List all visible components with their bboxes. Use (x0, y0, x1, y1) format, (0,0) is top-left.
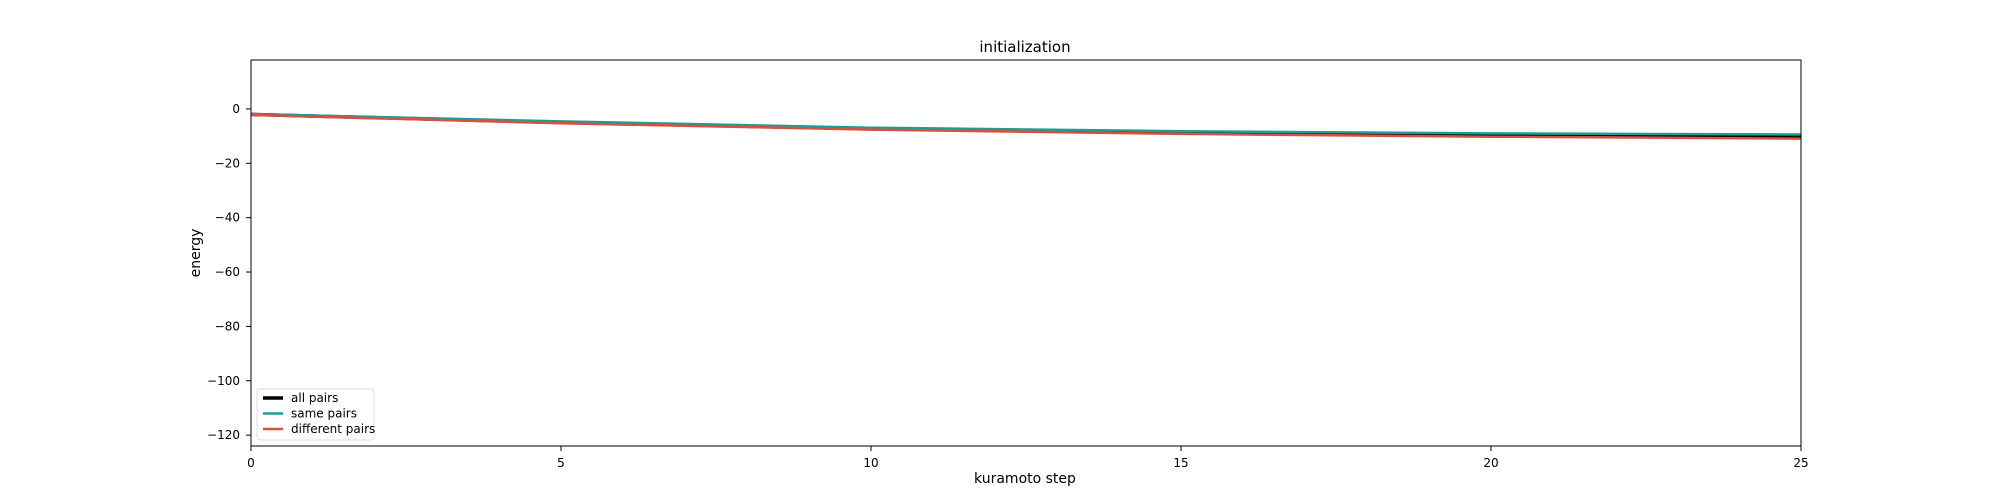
x-axis-title: kuramoto step (974, 471, 1076, 487)
legend-box (256, 388, 375, 441)
y-tick-label: −100 (207, 374, 240, 388)
x-tick-label: 25 (1793, 456, 1808, 470)
x-tick-label: 20 (1483, 456, 1498, 470)
y-tick-label: −60 (215, 265, 240, 279)
y-tick-label: −80 (215, 319, 240, 333)
plot-area (251, 60, 1801, 446)
y-tick-label: −20 (215, 156, 240, 170)
legend-label: different pairs (291, 422, 375, 436)
y-tick-label: −40 (215, 211, 240, 225)
series-line-different-pairs (250, 113, 1802, 140)
legend-label: all pairs (291, 391, 338, 405)
x-tick-label: 0 (247, 456, 255, 470)
axes: 0 5 10 15 20 25 0 −20 −40 −60 −80 −100 −120 (207, 59, 1809, 470)
chart-title: initialization (979, 38, 1070, 56)
x-tick-label: 5 (557, 456, 565, 470)
series-line-same-pairs (250, 112, 1802, 136)
axes-frame (250, 59, 1802, 447)
plot-background (251, 60, 1801, 446)
legend-label: same pairs (291, 407, 357, 421)
series-layer (250, 112, 1802, 140)
x-tick-label: 10 (863, 456, 878, 470)
x-tick-label: 15 (1173, 456, 1188, 470)
y-tick-label: 0 (232, 102, 240, 116)
y-axis-title: energy (188, 229, 204, 278)
y-tick-label: −120 (207, 428, 240, 442)
